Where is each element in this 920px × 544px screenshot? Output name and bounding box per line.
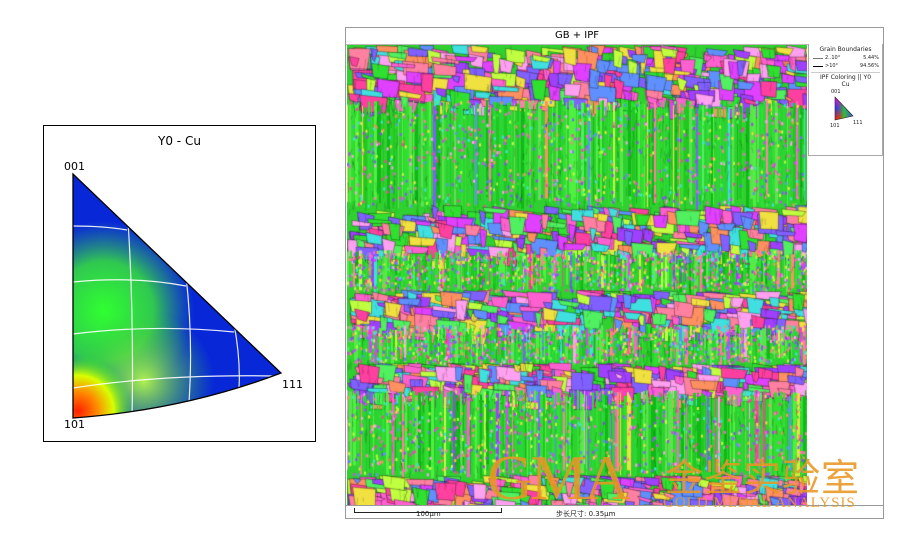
ipf-color-key-panel: Y0 - Cu [43, 125, 316, 442]
legend-line-swatch [813, 58, 823, 59]
mini-label-101: 101 [830, 123, 840, 129]
ebsd-orientation-map [347, 45, 807, 505]
legend-percent: 5.44% [863, 55, 879, 61]
legend-line-swatch [813, 66, 823, 67]
map-title: GB + IPF [554, 30, 600, 41]
legend-row-low-angle: 2..10° 5.44% [813, 55, 879, 63]
watermark-gma-text: GMA [487, 442, 630, 513]
legend-percent: 94.56% [859, 63, 879, 69]
watermark-chinese-name: 金鉴实验室 [665, 456, 861, 500]
legend-row-high-angle: >10° 94.56% [813, 63, 879, 71]
scale-bar-label: 100μm [416, 510, 441, 518]
mini-label-111: 111 [853, 120, 863, 126]
step-size-label: 步长尺寸: 0.35μm [556, 510, 616, 518]
pole-figure-title: Y0 - Cu [158, 134, 201, 148]
legend-range: >10° [825, 63, 839, 69]
title-divider [346, 44, 808, 45]
corner-label-001: 001 [64, 160, 85, 173]
legend-divider [811, 72, 880, 73]
legend-grain-boundaries-title: Grain Boundaries [819, 46, 872, 53]
gma-watermark-logo: GMA 金鉴实验室 GOLD MEDAL ANALYSIS [487, 446, 887, 514]
map-legend: Grain Boundaries 2..10° 5.44% >10° 94.56… [808, 44, 883, 156]
corner-label-101: 101 [64, 418, 85, 431]
legend-range: 2..10° [825, 55, 841, 61]
scale-bar [354, 508, 502, 513]
legend-ipf-phase: Cu [841, 81, 850, 88]
legend-ipf-title: IPF Coloring || Y0 [819, 74, 872, 81]
watermark-english-name: GOLD MEDAL ANALYSIS [663, 495, 856, 511]
map-footer: 100μm 步长尺寸: 0.35μm [346, 505, 883, 520]
ebsd-map-panel: GB + IPF Grain Boundaries 2..10° 5.44% >… [345, 27, 884, 519]
corner-label-111: 111 [282, 378, 303, 391]
mini-ipf-triangle-icon [834, 96, 854, 121]
ipf-triangle: 001 101 111 [64, 160, 303, 431]
mini-label-001: 001 [831, 89, 841, 95]
